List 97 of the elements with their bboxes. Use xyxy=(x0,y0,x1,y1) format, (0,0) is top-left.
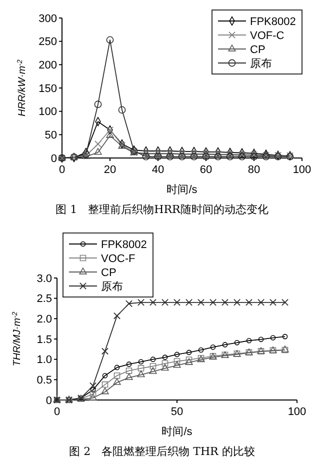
point xyxy=(186,350,192,356)
x-tick-label: 100 xyxy=(292,164,312,176)
legend-label: 原布 xyxy=(101,280,123,293)
point xyxy=(142,152,150,160)
point xyxy=(90,387,96,392)
point xyxy=(246,298,252,306)
point xyxy=(161,364,169,371)
y-tick-label: 0.5 xyxy=(36,374,52,387)
x-axis-title: 时间/s xyxy=(162,425,193,438)
point xyxy=(166,152,174,160)
point xyxy=(126,368,132,374)
point xyxy=(210,344,216,350)
point xyxy=(270,298,276,306)
point xyxy=(162,298,168,306)
point xyxy=(149,367,157,374)
point xyxy=(101,388,109,394)
y-tick-label: 0 xyxy=(50,152,57,165)
point xyxy=(138,359,144,364)
point xyxy=(186,298,192,306)
point xyxy=(94,100,102,108)
point xyxy=(114,312,120,320)
y-tick-label: 50 xyxy=(44,130,57,142)
legend-label: FPK8002 xyxy=(101,238,147,251)
point xyxy=(94,140,102,148)
point xyxy=(174,352,180,358)
point xyxy=(114,364,120,370)
point xyxy=(174,298,180,306)
point xyxy=(282,298,288,306)
x-tick-label: 100 xyxy=(288,406,306,418)
point xyxy=(102,381,108,388)
point xyxy=(162,360,168,367)
point xyxy=(210,298,216,306)
point xyxy=(106,131,114,138)
point xyxy=(126,300,132,308)
y-tick-label: 3.0 xyxy=(36,272,52,285)
point xyxy=(150,356,156,362)
point xyxy=(258,298,264,306)
point xyxy=(90,390,96,398)
point xyxy=(126,362,132,367)
point xyxy=(222,298,228,306)
point xyxy=(137,370,145,378)
point xyxy=(118,106,126,114)
x-tick-label: 40 xyxy=(152,164,164,176)
x-axis-title: 时间/s xyxy=(166,183,198,196)
y-tick-label: 1.0 xyxy=(36,354,52,366)
point xyxy=(106,36,114,44)
point xyxy=(102,372,108,378)
caption: 图 1 整理前后织物HRR随时间的动态变化 xyxy=(56,203,268,216)
point xyxy=(162,354,168,360)
x-tick-label: 20 xyxy=(104,164,116,176)
point xyxy=(270,335,276,340)
point xyxy=(202,152,210,160)
point xyxy=(150,363,156,370)
point xyxy=(246,338,252,344)
point xyxy=(138,298,144,306)
caption: 图 2 各阻燃整理后织物 THR 的比较 xyxy=(69,445,255,458)
y-tick-label: 200 xyxy=(38,60,57,72)
point xyxy=(174,358,180,365)
legend-label: VOF-C xyxy=(250,30,284,42)
point xyxy=(234,298,240,306)
y-tick-label: 1.5 xyxy=(36,334,52,346)
point xyxy=(150,298,156,306)
point xyxy=(178,152,186,160)
point xyxy=(90,382,96,390)
legend-label: 原布 xyxy=(250,58,272,70)
y-tick-label: 250 xyxy=(38,36,57,48)
point xyxy=(113,378,121,385)
legend-label: FPK8002 xyxy=(250,16,296,28)
y-tick-label: 2.0 xyxy=(36,314,52,326)
point xyxy=(226,152,234,160)
point xyxy=(94,148,102,155)
point xyxy=(214,152,222,160)
point xyxy=(258,336,264,342)
x-tick-label: 0 xyxy=(58,164,66,176)
x-tick-label: 60 xyxy=(200,164,212,176)
legend-label: CP xyxy=(250,44,266,56)
point xyxy=(190,152,198,160)
point xyxy=(234,340,240,346)
point xyxy=(114,372,120,379)
y-tick-label: 150 xyxy=(38,82,57,95)
point xyxy=(89,394,97,400)
legend-label: CP xyxy=(101,266,116,279)
point xyxy=(102,348,108,355)
point xyxy=(125,373,133,380)
x-tick-label: 50 xyxy=(170,406,184,418)
point xyxy=(138,365,144,372)
y-tick-label: 100 xyxy=(38,106,57,118)
point xyxy=(198,298,204,306)
point xyxy=(154,152,162,160)
y-tick-label: 0 xyxy=(46,394,52,407)
point xyxy=(222,342,228,348)
legend-label: VOC-F xyxy=(101,252,136,265)
point xyxy=(173,361,181,368)
point xyxy=(198,347,204,353)
x-tick-label: 80 xyxy=(248,164,260,176)
y-tick-label: 2.5 xyxy=(36,293,52,306)
y-tick-label: 300 xyxy=(38,12,57,25)
